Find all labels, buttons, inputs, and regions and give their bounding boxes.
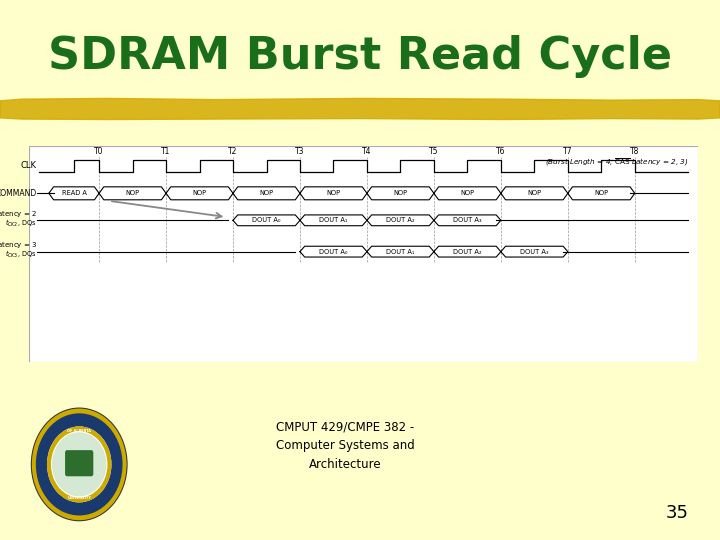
- Text: T2: T2: [228, 146, 238, 156]
- Text: T6: T6: [496, 146, 505, 156]
- Text: NOP: NOP: [326, 190, 341, 197]
- Text: T7: T7: [563, 146, 572, 156]
- Text: $\overline{\rm CAS}$ latency = 2: $\overline{\rm CAS}$ latency = 2: [0, 208, 37, 220]
- Circle shape: [52, 433, 107, 496]
- Circle shape: [32, 409, 127, 520]
- Text: NOP: NOP: [259, 190, 274, 197]
- Text: NOP: NOP: [192, 190, 207, 197]
- Text: DOUT A₁: DOUT A₁: [319, 217, 348, 224]
- Text: T1: T1: [161, 146, 171, 156]
- Text: CLK: CLK: [21, 161, 37, 171]
- Text: NOP: NOP: [527, 190, 541, 197]
- Text: NOP: NOP: [594, 190, 608, 197]
- Text: $\overline{\rm CAS}$ latency = 3: $\overline{\rm CAS}$ latency = 3: [0, 239, 37, 251]
- Text: NOP: NOP: [125, 190, 140, 197]
- Wedge shape: [35, 412, 124, 517]
- Text: OF ALBERTA: OF ALBERTA: [67, 429, 91, 433]
- Text: UNIVERSITY: UNIVERSITY: [67, 496, 91, 500]
- Text: DOUT A₃: DOUT A₃: [520, 248, 549, 255]
- Text: SDRAM Burst Read Cycle: SDRAM Burst Read Cycle: [48, 35, 672, 78]
- Text: T4: T4: [362, 146, 372, 156]
- Text: 35: 35: [665, 504, 688, 522]
- Text: T5: T5: [429, 146, 438, 156]
- Text: NOP: NOP: [460, 190, 474, 197]
- Text: NOP: NOP: [393, 190, 408, 197]
- Text: T3: T3: [295, 146, 305, 156]
- Polygon shape: [0, 98, 720, 119]
- Text: DOUT A₂: DOUT A₂: [453, 248, 482, 255]
- Text: DOUT A₃: DOUT A₃: [453, 217, 482, 224]
- Wedge shape: [32, 409, 127, 520]
- Text: (Burst Length = 4, $\overline{\rm CAS}$ Latency = 2, 3): (Burst Length = 4, $\overline{\rm CAS}$ …: [545, 157, 688, 168]
- FancyBboxPatch shape: [65, 450, 94, 476]
- Text: DOUT A₂: DOUT A₂: [386, 217, 415, 224]
- Text: T0: T0: [94, 146, 104, 156]
- Text: $t_{CK3}$, DQs: $t_{CK3}$, DQs: [5, 249, 37, 260]
- Wedge shape: [47, 427, 112, 502]
- Text: READ A: READ A: [62, 190, 86, 197]
- Text: CMPUT 429/CMPE 382 -
Computer Systems and
Architecture: CMPUT 429/CMPE 382 - Computer Systems an…: [276, 420, 415, 471]
- Text: T8: T8: [630, 146, 639, 156]
- Text: DOUT A₁: DOUT A₁: [386, 248, 415, 255]
- Text: DOUT A₀: DOUT A₀: [319, 248, 348, 255]
- Text: DOUT A₀: DOUT A₀: [252, 217, 281, 224]
- Text: COMMAND: COMMAND: [0, 189, 37, 198]
- Text: $t_{CK2}$, DQs: $t_{CK2}$, DQs: [5, 218, 37, 229]
